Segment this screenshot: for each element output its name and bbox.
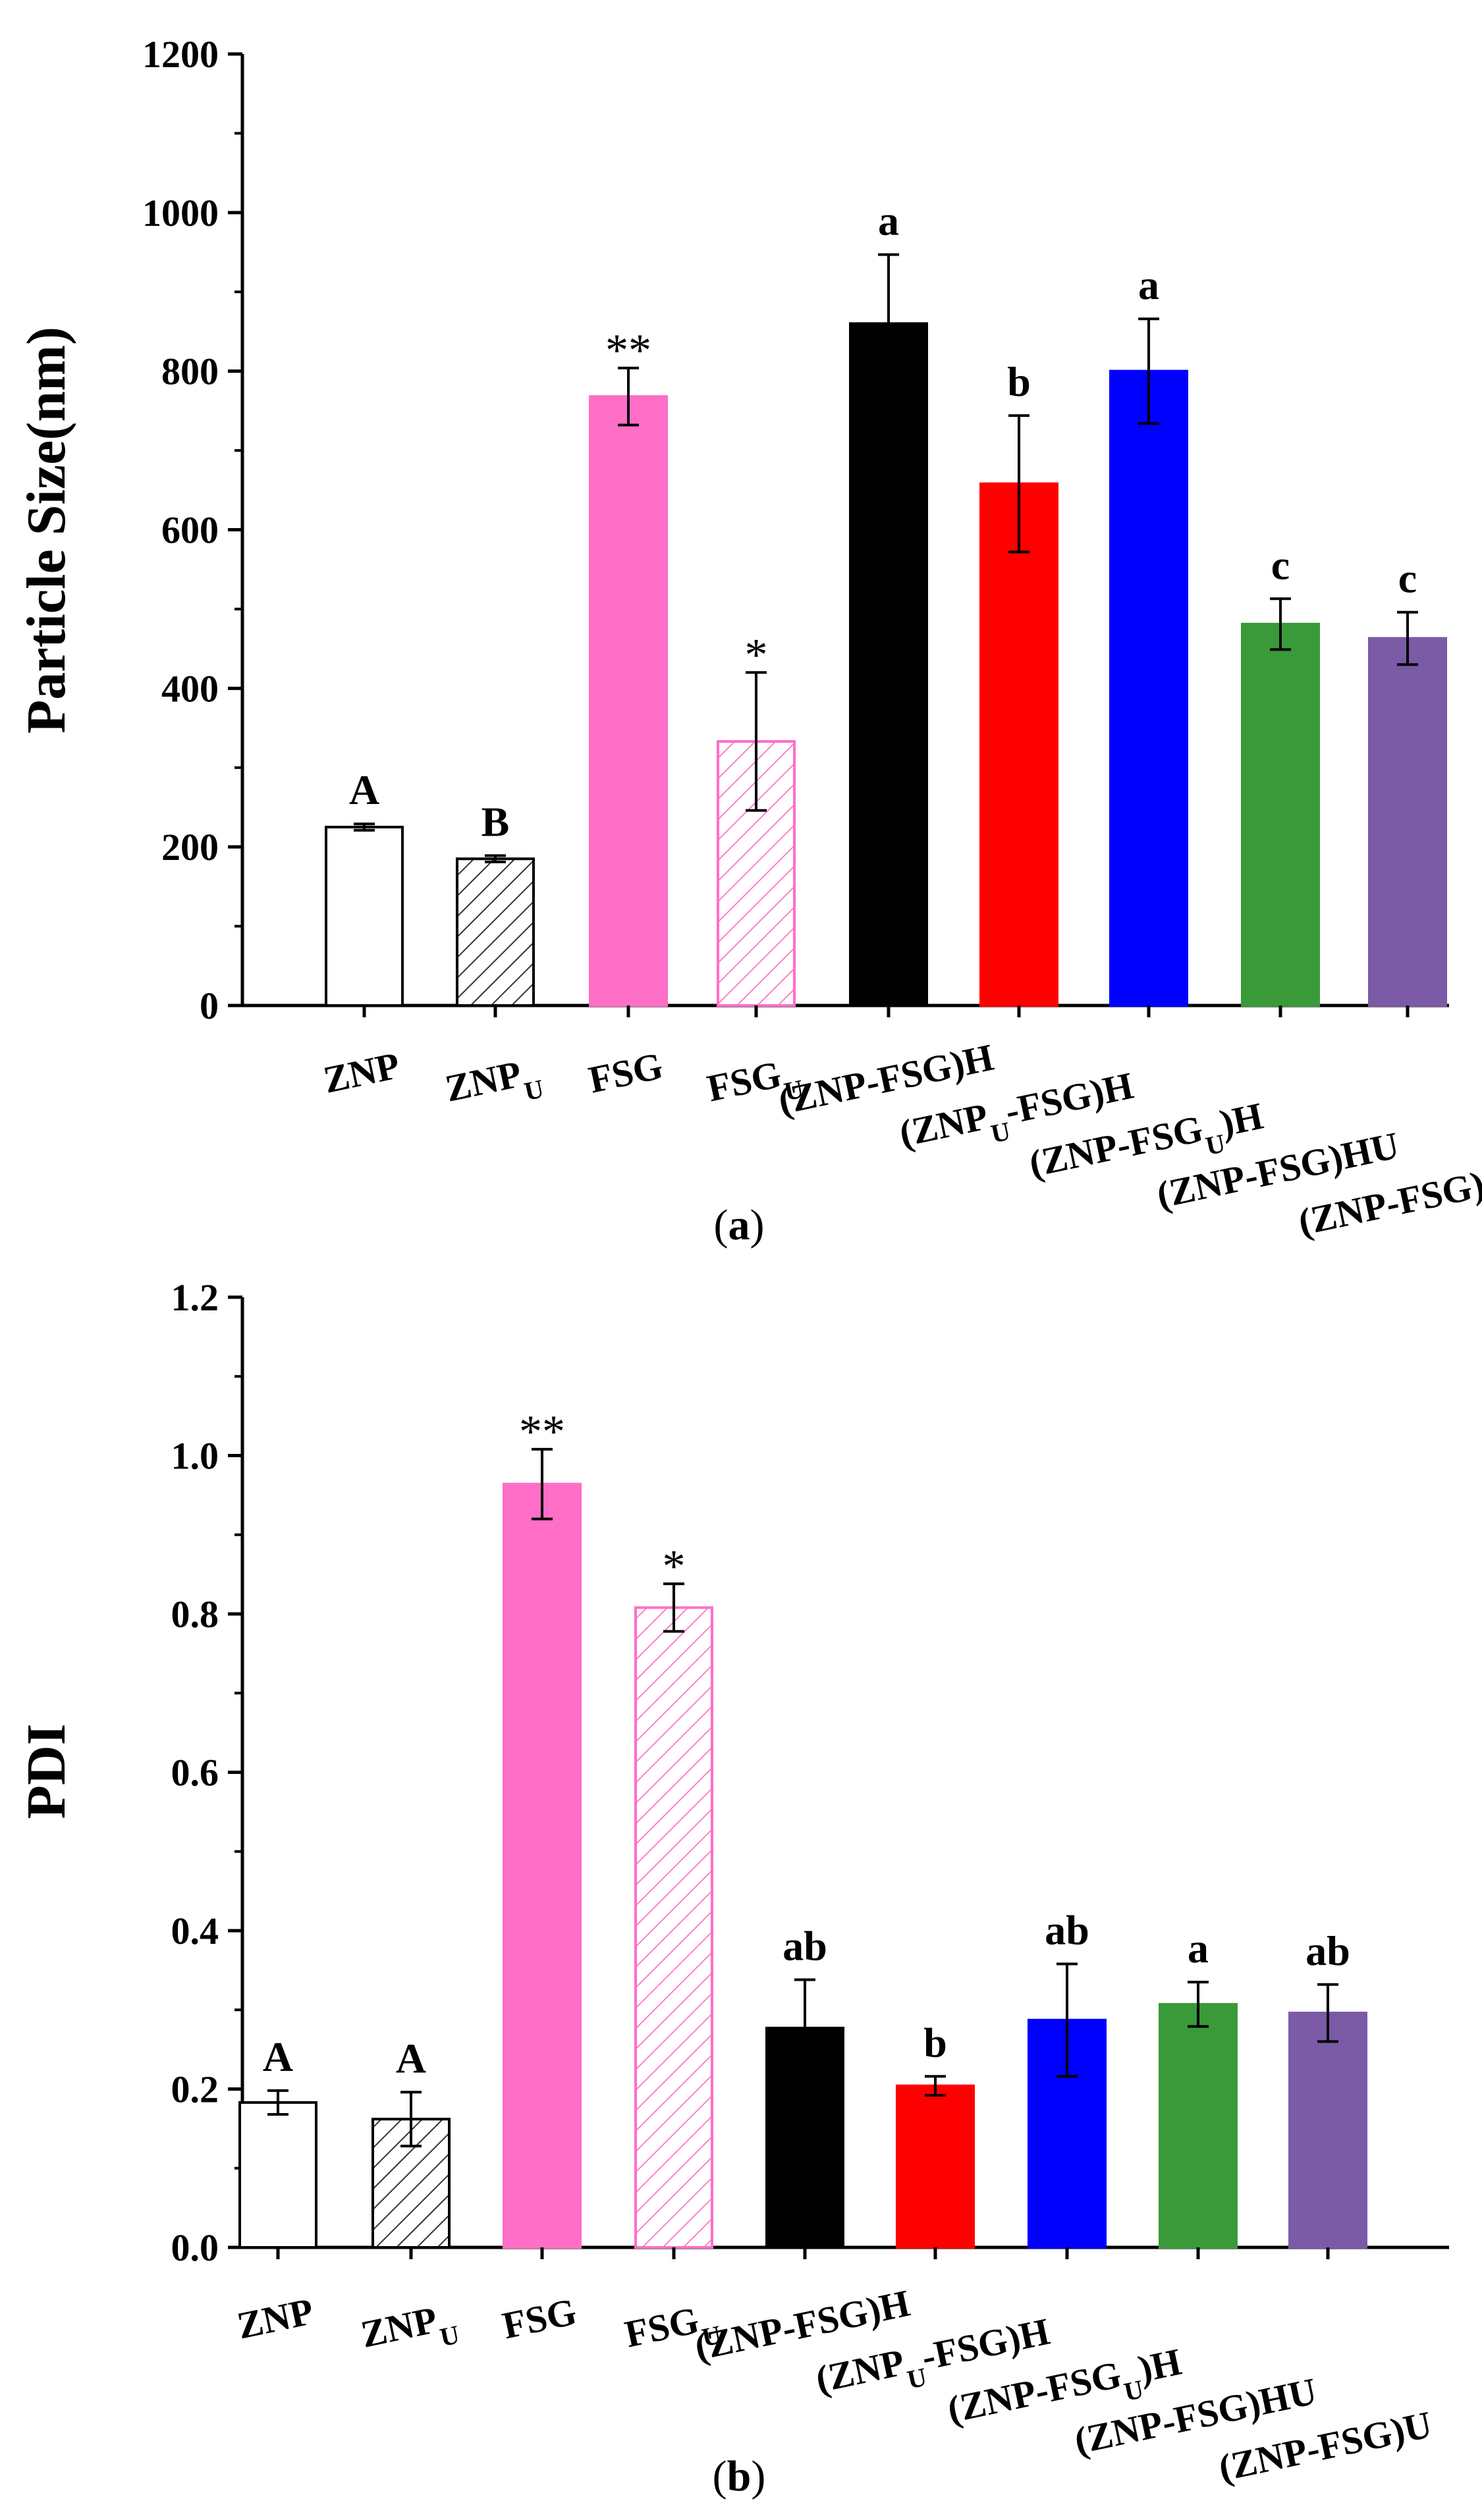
category-label-3: FSG (499, 2290, 580, 2347)
y-tick-label: 200 (161, 826, 219, 869)
category-label-2: ZNPU (357, 2294, 462, 2368)
significance-label-9: ab (1305, 1927, 1350, 1974)
y-tick-label: 1.2 (171, 1276, 219, 1319)
y-tick-label: 1200 (142, 33, 219, 76)
significance-label-4: * (745, 630, 768, 680)
significance-label-8: a (1188, 1925, 1209, 1971)
bar-4 (634, 1606, 713, 2249)
panel-label: (b) (713, 2452, 766, 2500)
significance-label-6: b (1007, 358, 1031, 405)
significance-label-5: ab (782, 1923, 827, 1970)
error-bar-7 (1138, 317, 1159, 425)
significance-label-5: a (878, 198, 899, 244)
y-axis-title: PDI (16, 1724, 77, 1819)
error-bar-7 (1057, 1962, 1078, 2078)
error-bar-6 (925, 2075, 946, 2097)
y-tick-label: 0.0 (171, 2226, 219, 2269)
bar-1 (325, 826, 404, 1007)
significance-label-4: * (663, 1541, 686, 1592)
category-label-2: ZNPU (441, 1048, 546, 1122)
error-bar-4 (746, 671, 767, 812)
significance-label-9: c (1398, 555, 1417, 602)
significance-label-2: B (481, 798, 510, 845)
error-bar-1 (267, 2089, 288, 2116)
y-tick-label: 1000 (142, 192, 219, 234)
error-bar-1 (354, 822, 375, 832)
bar-3 (589, 395, 668, 1007)
error-bar-9 (1397, 610, 1418, 666)
significance-label-2: A (396, 2035, 426, 2081)
significance-label-8: c (1271, 541, 1290, 588)
bar-1 (238, 2101, 317, 2249)
y-tick-label: 400 (161, 667, 219, 710)
significance-label-6: b (923, 2019, 947, 2066)
chart-panel-b: 0.00.20.40.60.81.01.2PDIAZNPAZNPU**FSG*F… (16, 1276, 1449, 2500)
category-label-3: FSG (585, 1044, 667, 1101)
bar-2 (456, 857, 535, 1007)
y-axis-title: Particle Size(nm) (16, 327, 77, 734)
bar-9 (1288, 2012, 1367, 2249)
bar-3 (503, 1482, 582, 2249)
y-tick-label: 0.2 (171, 2068, 219, 2111)
significance-label-1: A (349, 766, 379, 813)
significance-label-3: ** (605, 325, 651, 376)
chart-panel-a: 0 200 400 600 800 1000 1200 Particle Size(nm) A Z… (16, 33, 1482, 1249)
error-bar-5 (794, 1978, 815, 2078)
error-bar-2 (485, 854, 506, 864)
bar-8 (1241, 622, 1320, 1007)
significance-label-1: A (263, 2033, 293, 2080)
y-tick-label: 0.6 (171, 1752, 219, 1794)
error-bar-5 (878, 253, 899, 394)
error-bar-8 (1188, 1981, 1209, 2028)
bar-6 (896, 2084, 975, 2249)
error-bar-4 (663, 1582, 684, 1633)
significance-label-3: ** (519, 1407, 565, 1457)
y-tick-label: 0.8 (171, 1593, 219, 1636)
error-bar-6 (1008, 414, 1029, 554)
category-label-1: ZNP (319, 1044, 403, 1102)
y-tick-label: 800 (161, 350, 219, 393)
significance-label-7: ab (1045, 1907, 1089, 1954)
error-bar-3 (532, 1447, 553, 1520)
bar-9 (1368, 637, 1447, 1007)
y-tick-label: 0.4 (171, 1910, 219, 1952)
y-tick-label: 600 (161, 509, 219, 552)
y-tick-label: 1.0 (171, 1435, 219, 1478)
category-label-1: ZNP (233, 2290, 317, 2347)
error-bar-9 (1317, 1983, 1338, 2043)
bar-7 (1109, 369, 1188, 1007)
panel-label: (a) (714, 1201, 765, 1249)
y-tick-label: 0 (200, 984, 219, 1027)
error-bar-8 (1270, 597, 1291, 651)
error-bar-3 (618, 366, 639, 427)
bar-8 (1159, 2002, 1238, 2249)
bar-6 (979, 482, 1058, 1007)
bar-5 (849, 322, 928, 1007)
significance-label-7: a (1138, 261, 1159, 308)
error-bar-2 (400, 2091, 422, 2148)
